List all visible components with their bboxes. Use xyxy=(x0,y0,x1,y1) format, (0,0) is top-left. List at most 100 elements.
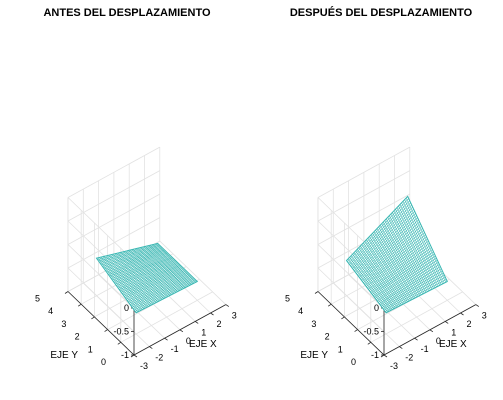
grid-line xyxy=(120,291,213,343)
x-tick-mark xyxy=(383,354,388,358)
surface-mesh-line xyxy=(392,212,433,290)
x-tick-label: 0 xyxy=(436,336,441,346)
surface-mesh-line xyxy=(399,204,440,286)
surface-mesh-line xyxy=(365,236,427,286)
surface-mesh-line xyxy=(128,250,169,297)
surface-mesh-line xyxy=(402,201,443,284)
x-tick-label: -2 xyxy=(405,353,413,363)
x-tick-label: 2 xyxy=(217,319,222,329)
plot-before: ANTES DEL DESPLAZAMIENTO -3-2-1012301234… xyxy=(35,7,237,371)
surface-mesh-line xyxy=(405,197,447,283)
y-tick-mark xyxy=(64,291,69,294)
surface-mesh-line xyxy=(96,243,158,259)
surface-mesh-line xyxy=(393,210,434,289)
surface-mesh-line xyxy=(100,246,162,264)
surface-mesh-line xyxy=(131,249,172,295)
x-tick-mark xyxy=(429,329,434,333)
surface-mesh-line xyxy=(142,246,183,290)
surface-mesh-line xyxy=(102,248,164,267)
surface-mesh-line xyxy=(390,213,431,291)
grid-line xyxy=(67,193,160,245)
surface-mesh-line xyxy=(135,281,198,313)
z-tick-label: 0 xyxy=(374,303,379,313)
x-tick-mark xyxy=(194,321,199,324)
x-tick-mark xyxy=(475,304,480,307)
surface-mesh-line xyxy=(145,246,186,288)
surface-mesh-line xyxy=(366,238,428,287)
y-tick-mark xyxy=(117,341,122,345)
surface-mesh-line xyxy=(395,209,436,288)
y-axis-label: EJE Y xyxy=(50,350,78,361)
surface-mesh-line xyxy=(103,249,165,269)
surface-mesh-line xyxy=(115,261,177,285)
surface-mesh-line xyxy=(107,253,169,274)
surface-mesh-line xyxy=(113,259,175,282)
grid-line xyxy=(67,146,160,198)
x-tick-mark xyxy=(444,321,449,324)
surface-mesh-line xyxy=(404,199,445,284)
x-tick-mark xyxy=(179,329,184,333)
x-tick-mark xyxy=(399,346,403,349)
y-tick-label: 4 xyxy=(48,306,53,316)
x-tick-label: -3 xyxy=(390,361,398,371)
surface-mesh-line xyxy=(363,232,425,283)
z-tick-label: -0.5 xyxy=(363,327,379,337)
x-tick-mark xyxy=(133,354,138,358)
surface-mesh-line xyxy=(157,243,198,282)
z-tick-label: -0.5 xyxy=(113,327,129,337)
surface-mesh-line xyxy=(379,225,420,296)
grid-line xyxy=(370,291,463,343)
grid-line xyxy=(317,193,410,245)
surface-mesh-line xyxy=(155,243,196,283)
surface-mesh-line xyxy=(387,217,428,292)
surface-mesh-line xyxy=(350,204,412,266)
z-tick-label: 0 xyxy=(124,303,129,313)
y-tick-label: 3 xyxy=(61,319,66,329)
y-tick-mark xyxy=(77,303,82,307)
grid-line xyxy=(317,267,385,332)
grid-line xyxy=(67,170,160,222)
surface-mesh-line xyxy=(353,211,415,270)
surface-mesh-line xyxy=(151,244,192,285)
z-tick-label: -1 xyxy=(121,350,129,360)
y-tick-label: 1 xyxy=(338,344,343,354)
x-tick-mark xyxy=(164,337,168,341)
grid-line xyxy=(159,240,227,305)
surface-mesh-line xyxy=(134,248,175,294)
grid-line xyxy=(67,217,160,269)
surface-mesh-line xyxy=(347,198,409,263)
surface-mesh-line xyxy=(382,221,424,295)
surface-mesh-line xyxy=(154,243,195,284)
surface-mesh-line xyxy=(389,215,430,292)
x-axis-label: EJE X xyxy=(189,339,217,350)
surface-mesh-line xyxy=(361,228,423,281)
y-tick-mark xyxy=(91,316,95,320)
y-tick-mark xyxy=(341,316,345,320)
surface-mesh-line xyxy=(114,260,176,284)
x-tick-label: 2 xyxy=(467,319,472,329)
grid-line xyxy=(67,267,135,332)
z-tick-label: -1 xyxy=(371,350,379,360)
surface-mesh-line xyxy=(99,245,161,263)
surface-mesh-line xyxy=(381,223,422,295)
surface-mesh-line xyxy=(149,245,190,286)
y-axis-label: EJE Y xyxy=(300,350,328,361)
surface-mesh-line xyxy=(110,256,172,278)
surface-mesh-line xyxy=(378,226,419,297)
grid-line xyxy=(317,170,410,222)
y-axis-line xyxy=(317,291,385,356)
grid-line xyxy=(67,197,135,262)
surface-mesh-line xyxy=(352,208,414,269)
y-tick-label: 5 xyxy=(285,294,290,304)
x-tick-label: 1 xyxy=(201,327,206,337)
surface-mesh-line xyxy=(140,247,181,291)
surface-mesh-line xyxy=(360,225,422,280)
surface-mesh-line xyxy=(384,220,425,294)
surface-mesh-line xyxy=(152,244,193,285)
surface-mesh-line xyxy=(98,245,160,262)
x-tick-mark xyxy=(210,312,214,316)
surface-mesh-line xyxy=(354,213,416,272)
surface-mesh-line xyxy=(139,247,180,292)
y-tick-label: 3 xyxy=(311,319,316,329)
surface-mesh-line xyxy=(109,255,171,277)
